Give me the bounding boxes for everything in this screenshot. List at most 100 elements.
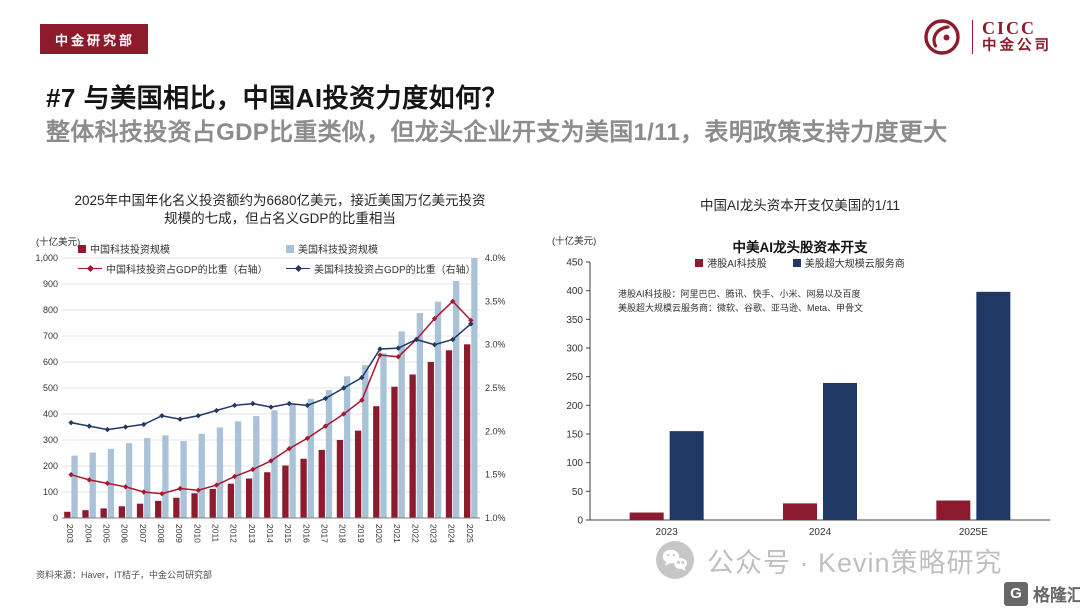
line-marker bbox=[177, 416, 183, 422]
us-hyperscaler-capex-bar bbox=[823, 382, 857, 520]
y-axis-tick-label: 350 bbox=[566, 315, 583, 326]
china-investment-bar bbox=[209, 488, 216, 518]
line-marker bbox=[268, 404, 274, 410]
line-marker bbox=[68, 471, 74, 478]
y-axis-tick-label: 400 bbox=[43, 409, 58, 419]
y-axis-tick-label: 250 bbox=[566, 372, 583, 383]
right-chart-notes: 港股AI科技股：阿里巴巴、腾讯、快手、小米、网易以及百度 美股超大规模云服务商：… bbox=[618, 288, 863, 315]
china-investment-bar bbox=[136, 503, 144, 518]
x-axis-tick-label: 2023 bbox=[429, 524, 439, 543]
us-investment-bar bbox=[162, 435, 169, 518]
china-investment-bar bbox=[100, 508, 107, 518]
left-chart-heading: 2025年中国年化名义投资额约为6680亿美元，接近美国万亿美元投资 规模的七成… bbox=[30, 192, 530, 228]
watermark-text: 公众号 · Kevin策略研究 bbox=[707, 547, 1003, 578]
us-investment-bar bbox=[198, 433, 205, 518]
y-axis-tick-label: 200 bbox=[566, 401, 583, 412]
china-investment-bar bbox=[173, 497, 180, 518]
line-marker bbox=[286, 445, 292, 452]
china-investment-bar bbox=[300, 458, 307, 518]
logo-divider bbox=[971, 20, 973, 54]
legend-label: 美股超大规模云服务商 bbox=[804, 259, 905, 270]
right-chart-legend: 港股AI科技股 美股超大规模云服务商 bbox=[560, 255, 1040, 270]
logo-cicc-text: CICC bbox=[982, 18, 1037, 38]
line-swatch-segment bbox=[78, 267, 89, 270]
us-investment-bar bbox=[271, 410, 278, 518]
y2-axis-tick-label: 1.0% bbox=[485, 513, 506, 523]
china-investment-bar bbox=[409, 374, 416, 518]
us-investment-bar bbox=[144, 437, 151, 518]
line-marker bbox=[177, 485, 183, 492]
line-marker bbox=[250, 466, 256, 473]
cicc-logo: CICC 中金公司 bbox=[921, 16, 1053, 58]
us-line-swatch bbox=[286, 264, 310, 273]
us-investment-bar bbox=[380, 353, 387, 518]
x-axis-tick-label: 2025 bbox=[465, 524, 475, 543]
us-investment-bar bbox=[307, 398, 314, 518]
legend-label: 中国科技投资规模 bbox=[90, 245, 170, 256]
legend-label: 中国科技投资占GDP的比重（右轴） bbox=[106, 265, 268, 276]
y2-axis-tick-label: 3.5% bbox=[485, 296, 506, 306]
page-subtitle: 整体科技投资占GDP比重类似，但龙头企业开支为美国1/11，表明政策支持力度更大 bbox=[46, 119, 948, 146]
line-marker bbox=[359, 374, 365, 381]
x-axis-tick-label: 2023 bbox=[656, 527, 679, 538]
x-axis-tick-label: 2006 bbox=[120, 524, 130, 543]
china-investment-bar bbox=[82, 510, 89, 518]
page-title: #7 与美国相比，中国AI投资力度如何？ bbox=[46, 83, 509, 113]
y-axis-tick-label: 500 bbox=[43, 383, 58, 393]
x-axis-tick-label: 2008 bbox=[156, 524, 166, 543]
gelonghui-logo-text: 格隆汇 bbox=[1033, 586, 1080, 605]
line-marker bbox=[268, 458, 274, 464]
gelonghui-logo: G 格隆汇 bbox=[1004, 581, 1080, 606]
us-investment-bar bbox=[289, 403, 296, 518]
y-axis-tick-label: 300 bbox=[43, 435, 58, 445]
left-axis-unit-label: (十亿美元) bbox=[36, 237, 81, 248]
us-hyperscaler-capex-bar bbox=[976, 291, 1011, 520]
china-investment-bar bbox=[264, 472, 271, 518]
line-marker bbox=[450, 336, 456, 343]
us-investment-bar bbox=[416, 313, 423, 518]
us-investment-bar bbox=[362, 365, 369, 518]
y-axis-tick-label: 100 bbox=[566, 458, 583, 469]
us-investment-bar bbox=[234, 421, 242, 518]
x-axis-tick-label: 2015 bbox=[283, 524, 293, 543]
china-investment-bar bbox=[336, 440, 344, 518]
legend-label: 美国科技投资占GDP的比重（右轴） bbox=[314, 265, 476, 276]
x-axis-tick-label: 2024 bbox=[447, 524, 457, 543]
line-swatch-segment bbox=[91, 267, 102, 270]
legend-item-us-hyperscalers: 美股超大规模云服务商 bbox=[792, 255, 905, 270]
line-marker bbox=[304, 435, 311, 441]
hk-ai-swatch bbox=[695, 258, 704, 267]
y-axis-tick-label: 0 bbox=[577, 516, 583, 527]
line-marker bbox=[231, 473, 238, 480]
line-marker bbox=[450, 298, 456, 305]
legend-item-us-bars: 美国科技投资规模 bbox=[286, 241, 476, 256]
left-chart-heading-line1: 2025年中国年化名义投资额约为6680亿美元，接近美国万亿美元投资 bbox=[74, 193, 486, 208]
x-axis-tick-label: 2007 bbox=[138, 524, 148, 543]
x-axis-tick-label: 2009 bbox=[174, 524, 184, 543]
x-axis-tick-label: 2017 bbox=[320, 524, 330, 543]
line-marker bbox=[250, 400, 256, 407]
y2-axis-tick-label: 2.5% bbox=[485, 383, 506, 393]
china-line-swatch bbox=[78, 264, 102, 273]
line-marker bbox=[413, 336, 420, 343]
logo-company-text: 中金公司 bbox=[982, 38, 1052, 54]
note-line-1: 港股AI科技股：阿里巴巴、腾讯、快手、小米、网易以及百度 bbox=[618, 289, 861, 299]
wechat-icon bbox=[656, 541, 694, 579]
y-axis-tick-label: 600 bbox=[43, 357, 58, 367]
china-investment-bar bbox=[282, 465, 289, 518]
line-swatch-segment bbox=[299, 267, 310, 270]
line-marker bbox=[395, 354, 401, 360]
x-axis-tick-label: 2025E bbox=[959, 527, 988, 538]
line-marker bbox=[141, 489, 147, 495]
line-marker bbox=[304, 402, 311, 409]
y-axis-tick-label: 50 bbox=[572, 487, 584, 498]
x-axis-tick-label: 2019 bbox=[356, 524, 366, 543]
china-investment-bar bbox=[427, 362, 434, 518]
y-axis-tick-label: 400 bbox=[566, 286, 583, 297]
line-marker bbox=[468, 321, 474, 327]
line-marker bbox=[322, 395, 329, 402]
line-marker bbox=[213, 407, 220, 414]
line-marker bbox=[86, 423, 92, 429]
y-axis-tick-label: 900 bbox=[43, 279, 58, 289]
